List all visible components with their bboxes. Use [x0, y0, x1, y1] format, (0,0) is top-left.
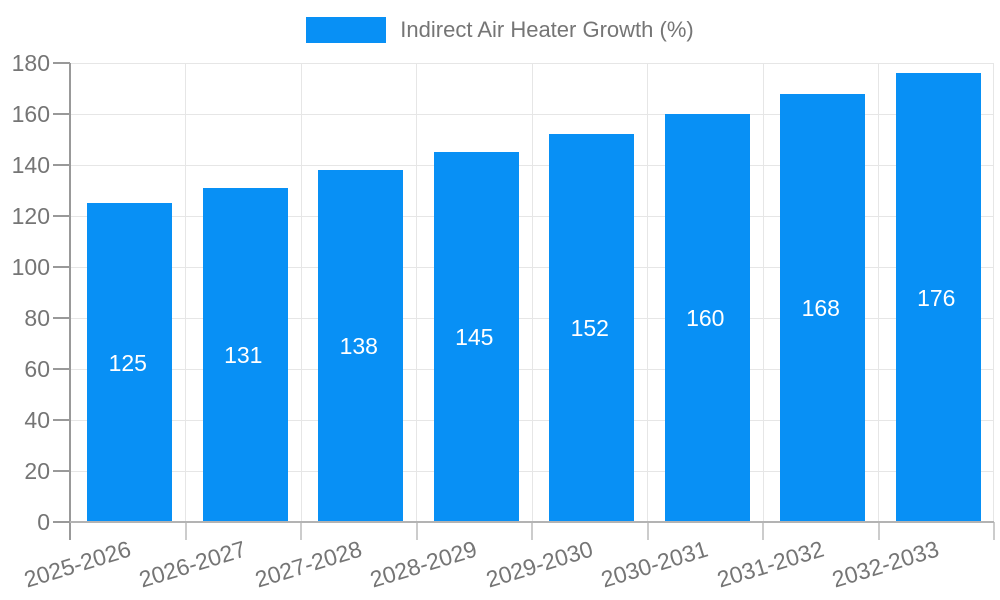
x-axis-tick	[646, 522, 649, 540]
bar-value-label: 168	[801, 294, 840, 321]
x-axis-label: 2025-2026	[20, 535, 134, 593]
y-axis-tick	[53, 164, 70, 166]
legend-swatch	[306, 17, 387, 43]
legend-label: Indirect Air Heater Growth (%)	[400, 17, 694, 42]
y-axis-tick	[53, 266, 70, 268]
x-axis-baseline	[70, 521, 994, 523]
y-axis-tick	[53, 215, 70, 217]
x-axis-tick	[415, 522, 418, 540]
y-axis-label: 40	[24, 407, 50, 433]
bar[interactable]	[895, 73, 981, 522]
y-axis-tick	[53, 317, 70, 319]
x-axis-label: 2026-2027	[136, 535, 250, 593]
bar-value-label: 160	[686, 305, 725, 331]
y-axis-tick	[53, 62, 70, 64]
bar[interactable]	[780, 93, 866, 522]
y-axis-label: 180	[11, 50, 50, 76]
x-axis-tick	[993, 522, 995, 540]
x-axis-tick	[531, 522, 533, 540]
y-axis-label: 20	[24, 458, 50, 484]
plot-area: 125 131 138 145 152 160 168 176	[70, 62, 994, 523]
y-axis-tick	[53, 113, 70, 115]
y-axis-label: 100	[11, 254, 50, 280]
x-gridline	[647, 63, 648, 522]
x-axis-label: 2030-2031	[598, 535, 712, 593]
x-axis-label: 2028-2029	[367, 535, 481, 593]
x-axis-tick	[184, 522, 187, 540]
bar-value-label: 125	[108, 349, 147, 376]
x-gridline	[531, 63, 533, 522]
bar-value-label: 176	[917, 284, 956, 311]
legend[interactable]: Indirect Air Heater Growth (%)	[0, 17, 1000, 43]
bar[interactable]	[664, 114, 750, 522]
x-axis-tick	[762, 522, 764, 540]
y-axis-label: 160	[11, 101, 50, 127]
x-gridline	[300, 63, 302, 522]
bar-value-label: 138	[339, 333, 378, 360]
y-axis-label: 120	[11, 203, 50, 229]
x-axis-tick	[300, 522, 302, 540]
y-axis-label: 0	[37, 509, 50, 535]
x-axis-label: 2032-2033	[829, 535, 943, 593]
x-axis-tick	[877, 522, 880, 540]
x-axis-label: 2029-2030	[482, 535, 596, 593]
bar-value-label: 131	[224, 341, 263, 368]
y-axis-tick	[53, 521, 70, 523]
y-axis-tick	[53, 368, 70, 370]
bar[interactable]	[202, 187, 288, 522]
x-axis-label: 2027-2028	[251, 535, 365, 593]
bar[interactable]	[87, 203, 173, 522]
x-gridline	[416, 63, 417, 522]
bar-value-label: 145	[455, 324, 494, 351]
bar[interactable]	[433, 152, 519, 522]
y-axis-tick	[53, 470, 70, 472]
x-gridline	[878, 63, 879, 522]
bar[interactable]	[549, 134, 635, 522]
x-axis-label: 2031-2032	[713, 535, 827, 593]
y-axis-label: 140	[11, 152, 50, 178]
bar-value-label: 152	[570, 315, 609, 342]
bar[interactable]	[318, 170, 404, 522]
plot-right-border	[993, 63, 994, 522]
y-axis-tick	[53, 419, 70, 421]
y-axis-label: 60	[24, 356, 50, 382]
y-axis-line	[69, 63, 71, 540]
y-axis-label: 80	[24, 305, 50, 331]
x-gridline	[185, 63, 186, 522]
x-gridline	[762, 63, 764, 522]
